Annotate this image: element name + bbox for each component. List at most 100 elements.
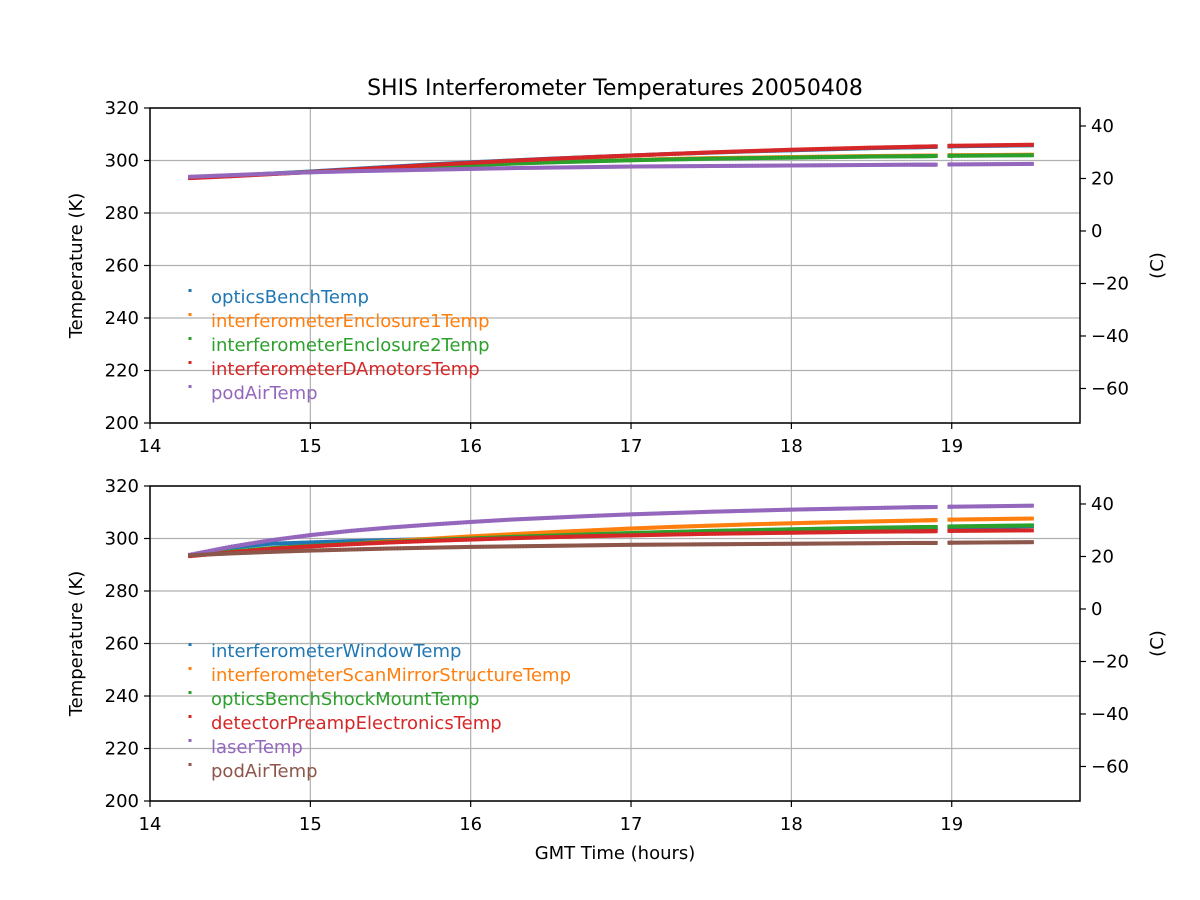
data-point xyxy=(399,539,404,544)
data-point xyxy=(1021,528,1026,533)
data-point xyxy=(1029,161,1034,166)
data-point xyxy=(1006,540,1011,545)
data-point xyxy=(795,163,800,168)
data-point xyxy=(757,156,762,161)
data-point xyxy=(560,160,565,165)
data-point xyxy=(431,545,436,550)
data-point xyxy=(663,511,668,516)
data-point xyxy=(654,152,659,157)
data-point xyxy=(500,544,505,549)
data-point xyxy=(835,155,840,160)
data-point xyxy=(434,162,439,167)
data-point xyxy=(858,506,863,511)
data-point xyxy=(760,148,765,153)
data-point xyxy=(998,143,1003,148)
data-point xyxy=(886,154,891,159)
data-point xyxy=(233,543,238,548)
data-point xyxy=(760,541,765,546)
data-point xyxy=(631,533,636,538)
data-point xyxy=(425,522,430,527)
data-point xyxy=(995,504,1000,509)
data-point xyxy=(780,163,785,168)
data-point xyxy=(216,547,221,552)
data-point xyxy=(485,166,490,171)
data-point xyxy=(752,508,757,513)
data-point xyxy=(617,158,622,163)
data-point xyxy=(620,164,625,169)
data-point xyxy=(952,540,957,545)
data-point xyxy=(752,522,757,527)
data-point xyxy=(199,174,204,179)
data-point xyxy=(468,166,473,171)
data-point xyxy=(769,541,774,546)
data-point xyxy=(591,543,596,548)
data-point xyxy=(291,535,296,540)
data-point xyxy=(368,547,373,551)
data-point xyxy=(262,547,267,552)
data-point xyxy=(608,527,613,532)
data-point xyxy=(889,519,894,524)
data-point xyxy=(815,155,820,160)
data-point xyxy=(846,526,851,531)
data-point xyxy=(800,541,805,546)
data-point xyxy=(649,164,654,169)
data-point xyxy=(809,541,814,546)
data-point xyxy=(743,531,748,536)
data-point xyxy=(577,165,582,170)
data-point xyxy=(299,548,304,553)
data-point xyxy=(219,551,224,556)
data-point xyxy=(706,531,711,536)
data-point xyxy=(823,541,828,546)
data-point xyxy=(371,546,376,551)
data-point xyxy=(382,165,387,170)
data-point xyxy=(577,514,582,519)
data-point xyxy=(818,155,823,160)
data-point xyxy=(872,525,877,530)
data-point xyxy=(488,518,493,523)
data-point xyxy=(210,548,215,553)
data-point xyxy=(422,523,427,527)
data-point xyxy=(514,161,519,166)
data-point xyxy=(545,165,550,170)
data-point xyxy=(823,506,828,511)
data-point xyxy=(712,531,717,536)
data-point xyxy=(228,551,233,556)
data-point xyxy=(878,525,883,530)
data-point xyxy=(477,162,482,167)
data-point xyxy=(437,162,442,167)
data-point xyxy=(998,540,1003,545)
data-point xyxy=(588,534,593,539)
data-point xyxy=(1018,516,1023,521)
data-point xyxy=(468,534,473,539)
data-point xyxy=(789,155,794,160)
data-point xyxy=(571,529,576,534)
y2-tick-label: −40 xyxy=(1091,704,1129,725)
data-point xyxy=(385,165,390,170)
data-point xyxy=(881,529,886,534)
data-point xyxy=(826,163,831,168)
data-point xyxy=(253,543,258,548)
data-point xyxy=(820,541,825,546)
data-point xyxy=(966,517,971,522)
data-point xyxy=(863,163,868,167)
data-point xyxy=(454,161,459,166)
data-point xyxy=(580,514,585,519)
data-point xyxy=(992,153,997,158)
data-point xyxy=(525,165,530,170)
data-point xyxy=(236,172,241,177)
data-point xyxy=(480,162,485,167)
data-point xyxy=(892,529,897,534)
data-point xyxy=(755,163,760,168)
data-point xyxy=(259,547,264,552)
data-point xyxy=(480,166,485,171)
data-point xyxy=(316,543,321,548)
data-point xyxy=(860,525,865,530)
data-point xyxy=(872,519,877,524)
data-point xyxy=(740,528,745,533)
data-point xyxy=(860,163,865,168)
y-tick-label: 200 xyxy=(105,791,139,812)
data-point xyxy=(626,153,631,158)
data-point xyxy=(826,146,831,151)
data-point xyxy=(1012,540,1017,545)
data-point xyxy=(334,530,339,535)
